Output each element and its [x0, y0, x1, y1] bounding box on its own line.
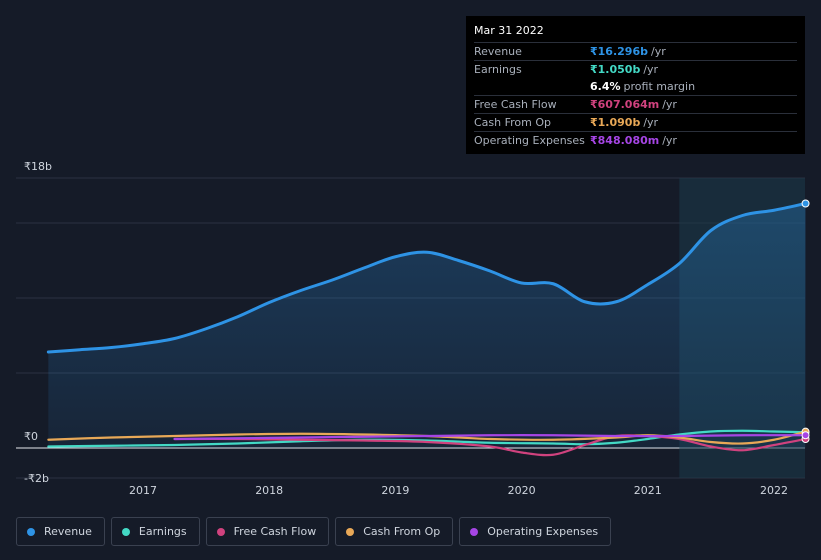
- tooltip-row-value: ₹607.064m: [590, 98, 660, 111]
- tooltip-date: Mar 31 2022: [474, 24, 544, 37]
- y-tick-label: ₹0: [24, 430, 38, 443]
- tooltip-row-value: 6.4%: [590, 80, 621, 93]
- x-tick-label: 2021: [634, 484, 662, 497]
- legend-item-operating-expenses[interactable]: Operating Expenses: [459, 517, 612, 546]
- tooltip-row-value: ₹16.296b: [590, 45, 648, 58]
- legend-item-free-cash-flow[interactable]: Free Cash Flow: [205, 517, 330, 546]
- x-axis: 2017 2018 2019 2020 2021 2022: [129, 484, 788, 497]
- x-tick-label: 2020: [508, 484, 536, 497]
- tooltip-row-unit: /yr: [662, 98, 677, 111]
- y-tick-label: ₹18b: [24, 160, 52, 173]
- legend-label: Earnings: [138, 525, 187, 538]
- tooltip-row-unit: /yr: [650, 45, 666, 58]
- tooltip-row-value: ₹1.050b: [590, 63, 641, 76]
- revenue-area: [48, 203, 806, 448]
- legend-label: Cash From Op: [363, 525, 441, 538]
- tooltip-row-label: Earnings: [474, 63, 522, 76]
- earnings-line: [47, 429, 807, 448]
- tooltip-row-value: ₹848.080m: [590, 134, 660, 147]
- tooltip-row: 6.4% profit margin: [474, 78, 797, 95]
- tooltip-row: Operating Expenses ₹848.080m/yr: [474, 131, 797, 149]
- tooltip-panel: Mar 31 2022 Revenue ₹16.296b/yr Earnings ₹1…: [466, 16, 805, 154]
- revenue-line: [46, 202, 808, 354]
- legend: Revenue Earnings Free Cash Flow Cash From O…: [16, 517, 612, 546]
- operating-expenses-end-point: [801, 431, 810, 440]
- x-tick-label: 2019: [381, 484, 409, 497]
- y-axis: ₹18b ₹0 -₹2b: [24, 160, 52, 485]
- legend-label: Revenue: [44, 525, 92, 538]
- legend-item-earnings[interactable]: Earnings: [110, 517, 200, 546]
- legend-item-cash-from-op[interactable]: Cash From Op: [335, 517, 454, 546]
- legend-dot-icon: [121, 527, 130, 536]
- legend-label: Free Cash Flow: [233, 525, 317, 538]
- legend-item-revenue[interactable]: Revenue: [16, 517, 105, 546]
- legend-label: Operating Expenses: [487, 525, 599, 538]
- tooltip-row-unit: profit margin: [623, 80, 696, 93]
- tooltip-row: Cash From Op ₹1.090b/yr: [474, 113, 797, 131]
- legend-dot-icon: [216, 527, 225, 536]
- operating-expenses-line: [173, 434, 807, 441]
- x-tick-label: 2017: [129, 484, 157, 497]
- tooltip-row-label: Revenue: [474, 45, 522, 58]
- tooltip-row-unit: /yr: [662, 134, 677, 147]
- tooltip-row-unit: /yr: [643, 116, 659, 129]
- tooltip-rows: Revenue ₹16.296b/yr Earnings ₹1.050b/yr 6.4%…: [474, 42, 797, 149]
- x-tick-label: 2022: [760, 484, 788, 497]
- tooltip-row-label: Free Cash Flow: [474, 98, 557, 111]
- x-tick-label: 2018: [255, 484, 283, 497]
- legend-dot-icon: [346, 527, 355, 536]
- tooltip-row-label: Cash From Op: [474, 116, 552, 129]
- revenue-end-point: [801, 199, 810, 208]
- tooltip-row-label: Operating Expenses: [474, 134, 585, 147]
- tooltip-row: Free Cash Flow ₹607.064m/yr: [474, 95, 797, 113]
- tooltip-row: Revenue ₹16.296b/yr: [474, 42, 797, 60]
- tooltip-row-value: ₹1.090b: [590, 116, 641, 129]
- legend-dot-icon: [27, 527, 35, 536]
- tooltip-row: Earnings ₹1.050b/yr: [474, 60, 797, 78]
- tooltip-row-unit: /yr: [643, 63, 659, 76]
- legend-dot-icon: [470, 527, 479, 536]
- series-layer: [46, 199, 810, 457]
- free-cash-flow-line: [173, 434, 807, 457]
- y-tick-label: -₹2b: [24, 472, 49, 485]
- cash-from-op-line: [47, 430, 807, 445]
